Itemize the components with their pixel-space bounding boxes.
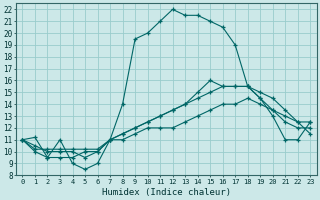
X-axis label: Humidex (Indice chaleur): Humidex (Indice chaleur) [102,188,231,197]
